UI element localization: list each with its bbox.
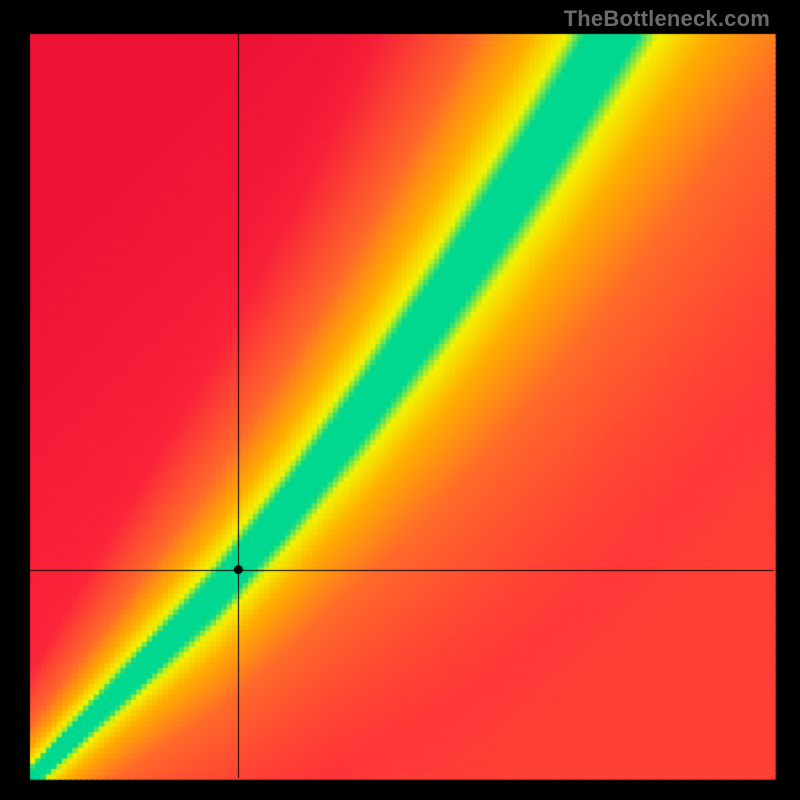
- bottleneck-heatmap-canvas: [0, 0, 800, 800]
- watermark-text: TheBottleneck.com: [564, 6, 770, 32]
- chart-container: TheBottleneck.com: [0, 0, 800, 800]
